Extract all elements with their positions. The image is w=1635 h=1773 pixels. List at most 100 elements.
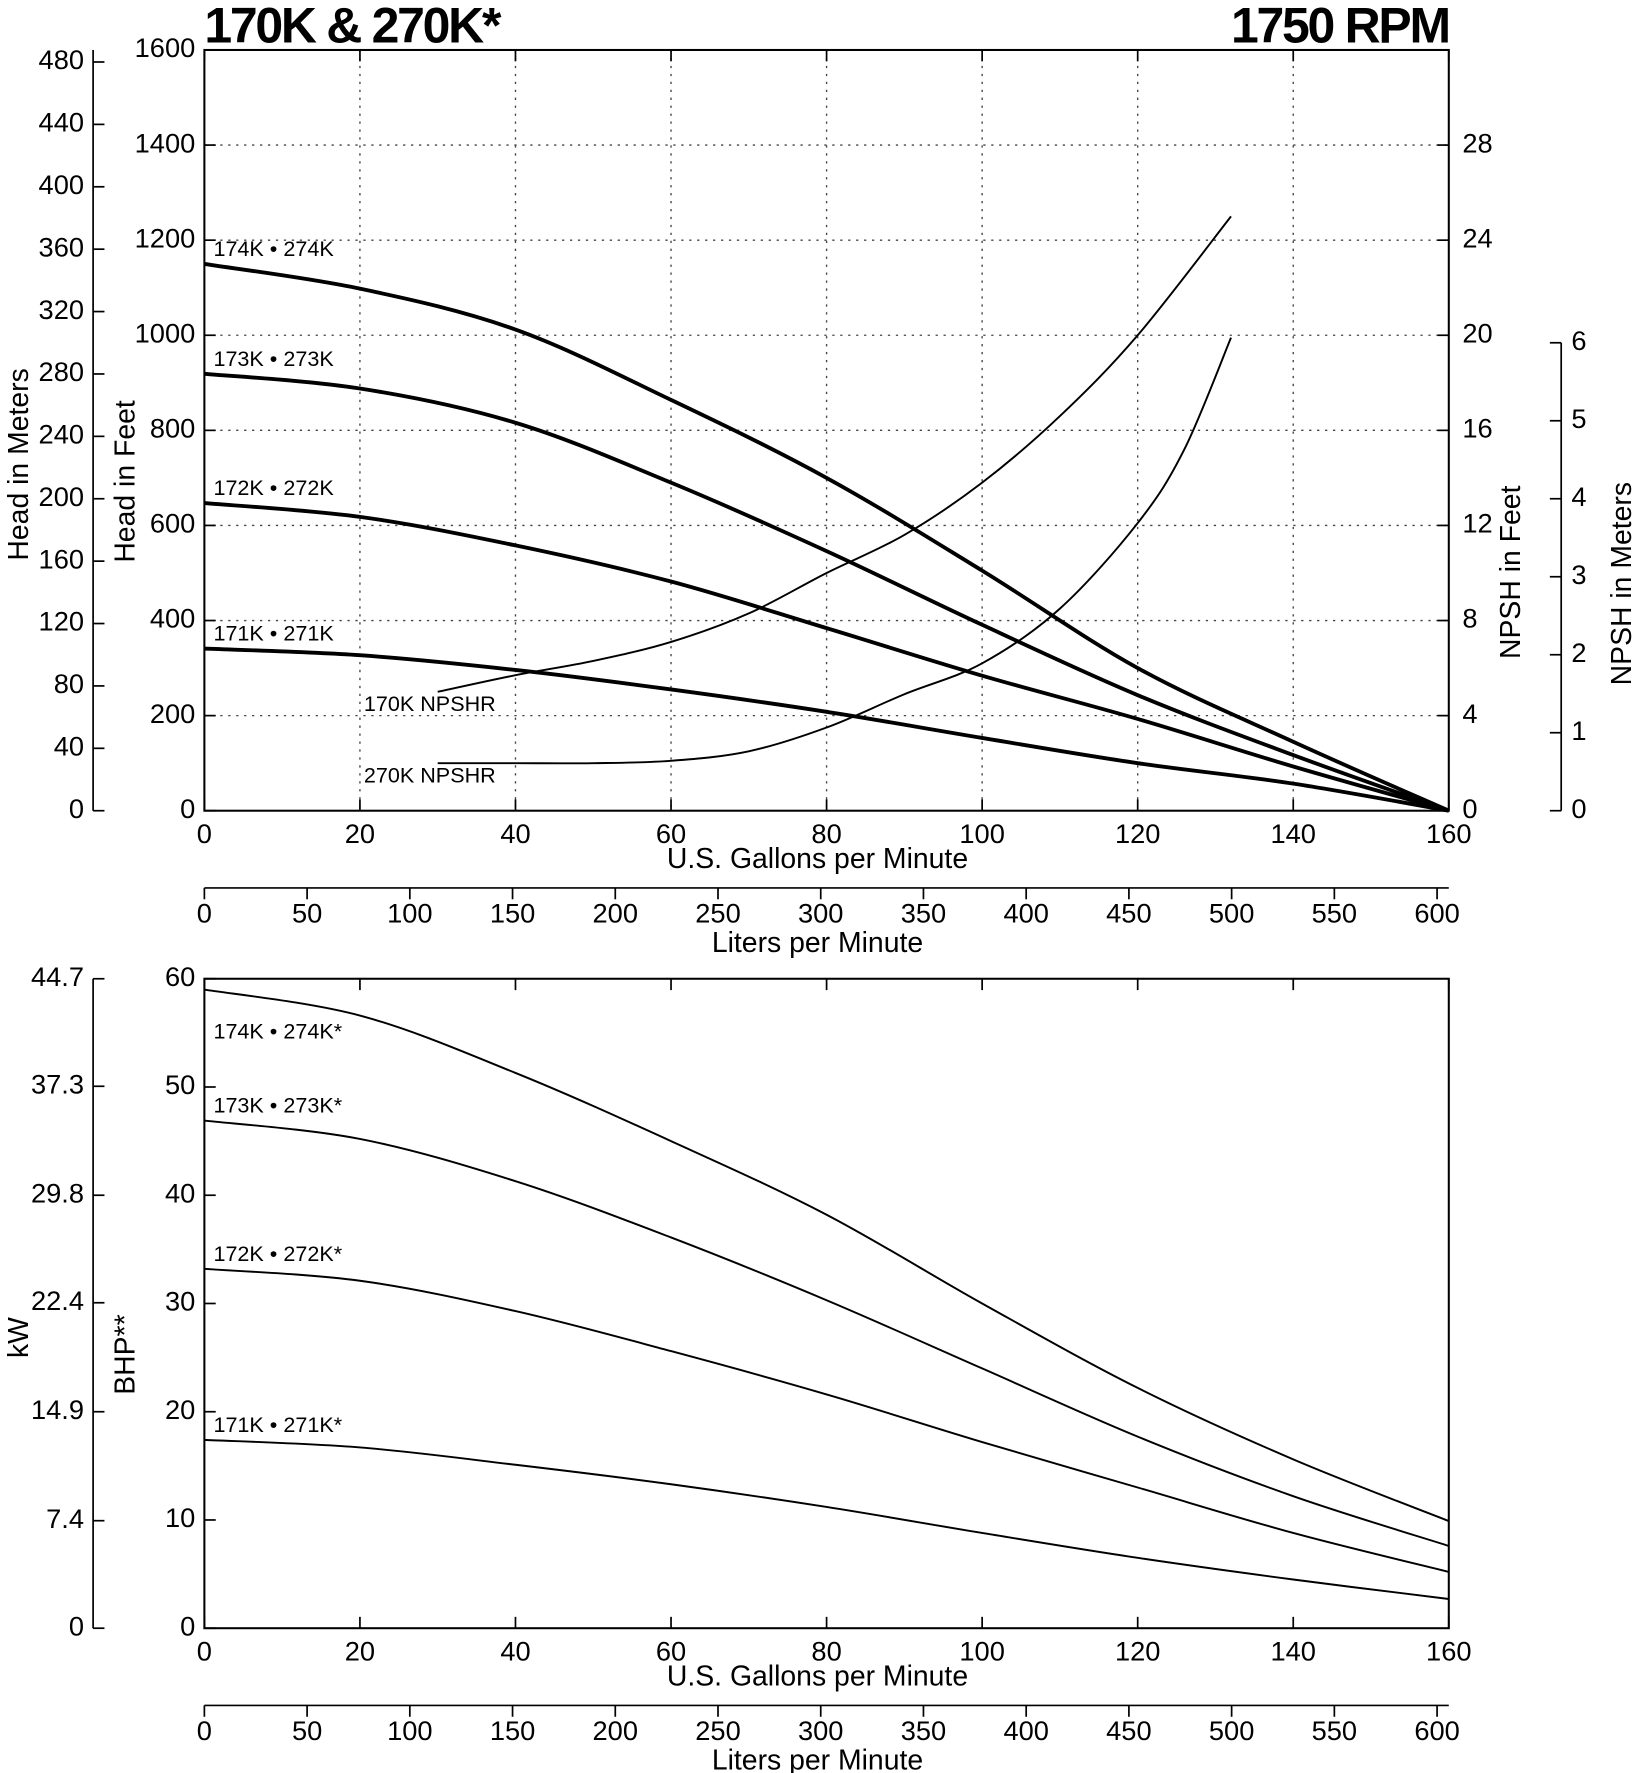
y2-tick-label: 24 (1462, 222, 1492, 253)
y3-axis-title: kW (3, 1317, 35, 1358)
y3-tick-label: 0 (69, 793, 84, 824)
y-axis-title: Head in Feet (110, 400, 142, 563)
series-label: 170K NPSHR (364, 691, 496, 716)
y-tick-label: 60 (165, 961, 195, 992)
x-tick-label: 0 (197, 1635, 212, 1666)
x2-tick-label: 200 (593, 1715, 638, 1746)
x-tick-label: 40 (500, 818, 530, 849)
y3-tick-label: 44.7 (31, 961, 84, 992)
y2-tick-label: 28 (1462, 127, 1492, 158)
y3-tick-label: 480 (39, 44, 84, 75)
y2-tick-label: 20 (1462, 317, 1492, 348)
x2-tick-label: 450 (1106, 897, 1151, 928)
y3-tick-label: 200 (39, 481, 84, 512)
y3-tick-label: 14.9 (31, 1394, 84, 1425)
x2-tick-label: 250 (695, 897, 740, 928)
y-tick-label: 40 (165, 1177, 195, 1208)
y2-tick-label: 8 (1462, 603, 1477, 634)
x-tick-label: 120 (1115, 1635, 1160, 1666)
x-tick-label: 140 (1271, 1635, 1316, 1666)
y3-tick-label: 360 (39, 231, 84, 262)
y-tick-label: 600 (150, 508, 195, 539)
y-tick-label: 50 (165, 1069, 195, 1100)
y3-tick-label: 160 (39, 543, 84, 574)
y3-tick-label: 22.4 (31, 1285, 84, 1316)
y-tick-label: 20 (165, 1394, 195, 1425)
x-axis-title: U.S. Gallons per Minute (667, 843, 968, 875)
series-line (204, 1438, 1449, 1600)
x-tick-label: 60 (656, 818, 686, 849)
y3-tick-label: 7.4 (46, 1503, 84, 1534)
x2-tick-label: 600 (1414, 897, 1459, 928)
y3-tick-label: 40 (54, 731, 84, 762)
series-label: 173K • 273K (213, 346, 334, 371)
x-tick-label: 40 (500, 1635, 530, 1666)
y-tick-label: 1400 (135, 127, 196, 158)
y4-tick-label: 0 (1571, 793, 1586, 824)
y-tick-label: 200 (150, 698, 195, 729)
series-label: 173K • 273K* (213, 1093, 342, 1118)
y3-tick-label: 80 (54, 668, 84, 699)
x2-tick-label: 350 (901, 897, 946, 928)
x2-tick-label: 0 (197, 897, 212, 928)
y-tick-label: 10 (165, 1502, 195, 1533)
x-tick-label: 80 (811, 1635, 841, 1666)
x-tick-label: 100 (959, 818, 1004, 849)
y3-tick-label: 440 (39, 107, 84, 138)
x2-tick-label: 150 (490, 897, 535, 928)
y-tick-label: 800 (150, 413, 195, 444)
series-label: 174K • 274K* (213, 1018, 342, 1043)
y2-tick-label: 16 (1462, 413, 1492, 444)
y3-tick-label: 0 (69, 1610, 84, 1641)
y2-axis-title: NPSH in Feet (1495, 485, 1527, 659)
y3-tick-label: 120 (39, 606, 84, 637)
x2-axis-title: Liters per Minute (712, 927, 923, 959)
y4-tick-label: 3 (1571, 559, 1586, 590)
x-tick-label: 20 (345, 1635, 375, 1666)
x-tick-label: 100 (959, 1635, 1004, 1666)
x2-tick-label: 400 (1003, 1715, 1048, 1746)
y4-tick-label: 1 (1571, 715, 1586, 746)
x2-tick-label: 600 (1414, 1715, 1459, 1746)
y-tick-label: 30 (165, 1286, 195, 1317)
x2-tick-label: 400 (1003, 897, 1048, 928)
x-tick-label: 80 (811, 818, 841, 849)
x2-tick-label: 350 (901, 1715, 946, 1746)
chart-subtitle: 1750 RPM (1231, 0, 1449, 54)
series-line (204, 646, 1450, 813)
x-tick-label: 60 (656, 1635, 686, 1666)
x-tick-label: 0 (197, 818, 212, 849)
y-tick-label: 0 (180, 1610, 195, 1641)
y4-tick-label: 5 (1571, 403, 1586, 434)
x-tick-label: 160 (1426, 1635, 1471, 1666)
y3-tick-label: 29.8 (31, 1177, 84, 1208)
series-label: 171K • 271K (213, 621, 334, 646)
y-tick-label: 1000 (135, 317, 196, 348)
series-label: 172K • 272K* (213, 1241, 342, 1266)
y-axis-title: BHP** (110, 1314, 142, 1394)
x-tick-label: 160 (1426, 818, 1471, 849)
series-label: 174K • 274K (213, 236, 334, 261)
y-tick-label: 1200 (135, 222, 196, 253)
x-tick-label: 120 (1115, 818, 1160, 849)
y-tick-label: 400 (150, 603, 195, 634)
y4-tick-label: 6 (1571, 325, 1586, 356)
y3-tick-label: 37.3 (31, 1068, 84, 1099)
x-tick-label: 140 (1271, 818, 1316, 849)
y2-tick-label: 4 (1462, 698, 1477, 729)
chart-title: 170K & 270K* (204, 0, 502, 54)
x2-tick-label: 100 (387, 1715, 432, 1746)
x2-tick-label: 500 (1209, 1715, 1254, 1746)
series-label: 171K • 271K* (213, 1412, 342, 1437)
x2-axis-title: Liters per Minute (712, 1745, 923, 1773)
x2-tick-label: 200 (593, 897, 638, 928)
series-label: 172K • 272K (213, 475, 334, 500)
x2-tick-label: 500 (1209, 897, 1254, 928)
series-line (204, 371, 1450, 813)
y4-tick-label: 4 (1571, 481, 1586, 512)
x2-tick-label: 150 (490, 1715, 535, 1746)
series-line (204, 1119, 1450, 1547)
x2-tick-label: 550 (1312, 1715, 1357, 1746)
series-line (204, 988, 1450, 1522)
